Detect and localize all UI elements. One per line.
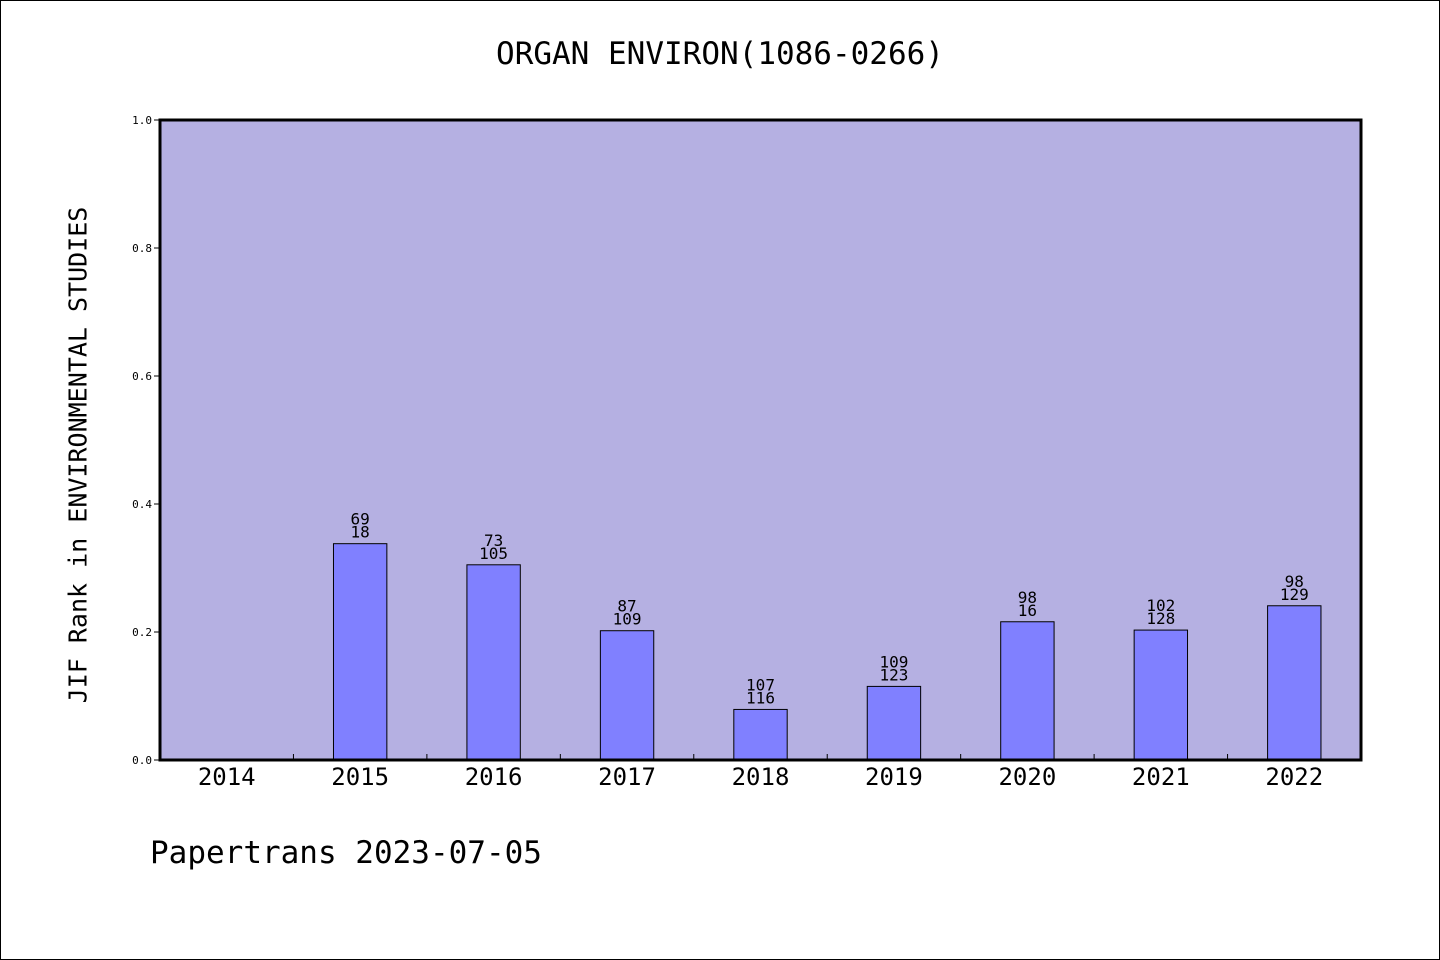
y-tick-label: 0.0 [132, 754, 152, 767]
bar-label-bottom: 116 [746, 688, 775, 707]
bar-label-bottom: 128 [1146, 609, 1175, 628]
y-tick-label: 0.2 [132, 626, 152, 639]
bar [332, 543, 388, 761]
x-axis: 2014 2015 2016 2017 2018 2019 2020 2021 2022 [198, 754, 1323, 791]
bar-label-top: 73 [484, 531, 503, 550]
bar-label-bottom: 16 [1018, 601, 1037, 620]
bar [1267, 605, 1322, 761]
bar-label-top: 102 [1146, 596, 1175, 615]
plot-border [158, 118, 1363, 762]
x-tick-label: 2015 [331, 763, 389, 791]
footer-credit: Papertrans 2023-07-05 [150, 835, 542, 871]
bar-label-bottom: 123 [879, 665, 908, 684]
bar-label-bottom: 109 [613, 610, 642, 629]
bar-label-bottom: 129 [1280, 585, 1309, 604]
bar-label-top: 69 [351, 510, 370, 529]
bar [466, 564, 521, 761]
y-tick-label: 1.0 [132, 114, 152, 127]
bar-label-top: 98 [1285, 572, 1304, 591]
chart-title: ORGAN ENVIRON(1086-0266) [496, 36, 944, 72]
y-axis: 0.0 0.2 0.4 0.6 0.8 1.0 [132, 114, 160, 767]
x-tick-label: 2017 [598, 763, 656, 791]
y-tick-label: 0.4 [132, 498, 152, 511]
x-tick-label: 2016 [465, 763, 523, 791]
bar-label-bottom: 18 [351, 523, 370, 542]
bar [599, 630, 655, 761]
bar-label-top: 98 [1018, 588, 1037, 607]
bar [866, 685, 922, 761]
x-tick-label: 2018 [732, 763, 790, 791]
y-tick-label: 0.6 [132, 370, 152, 383]
bar [1133, 629, 1189, 761]
x-tick-label: 2020 [998, 763, 1056, 791]
x-tick-label: 2014 [198, 763, 256, 791]
bar [733, 708, 788, 761]
bar [1000, 621, 1055, 761]
bar-label-top: 107 [746, 675, 775, 694]
bar-label-top: 87 [617, 597, 636, 616]
x-tick-label: 2022 [1265, 763, 1323, 791]
y-tick-label: 0.8 [132, 242, 152, 255]
bar-label-top: 109 [879, 652, 908, 671]
x-tick-label: 2021 [1132, 763, 1190, 791]
bar-label-bottom: 105 [479, 544, 508, 563]
x-tick-label: 2019 [865, 763, 923, 791]
